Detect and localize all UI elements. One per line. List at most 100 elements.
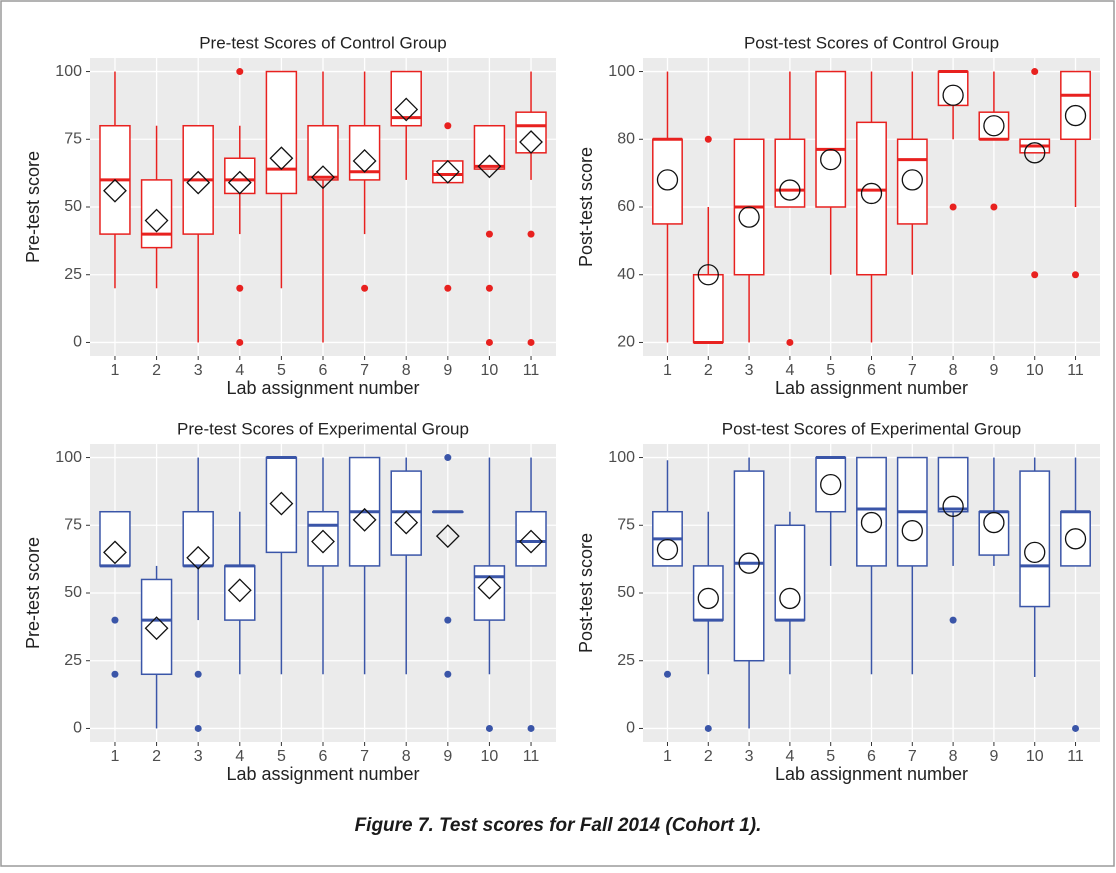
box [856, 121, 887, 276]
outlier [527, 724, 535, 732]
mean-marker [477, 154, 502, 179]
x-axis-label: Lab assignment number [775, 764, 968, 784]
x-tick-label: 1 [663, 748, 672, 765]
x-tick-label: 11 [523, 362, 540, 379]
y-axis-label: Pre-test score [23, 151, 43, 263]
mean-marker [779, 587, 801, 610]
y-tick-label: 75 [617, 516, 635, 533]
x-tick-label: 1 [111, 362, 120, 379]
x-tick-label: 10 [481, 362, 499, 379]
outlier [444, 454, 452, 462]
x-tick-label: 3 [745, 748, 754, 765]
x-tick-label: 2 [152, 362, 161, 379]
mean-marker [186, 170, 211, 195]
x-tick-label: 6 [319, 748, 328, 765]
y-tick-label: 0 [626, 720, 635, 737]
mean-marker [103, 540, 127, 565]
mean-marker [779, 179, 801, 201]
mean-marker [519, 130, 543, 154]
x-tick-label: 4 [235, 362, 244, 379]
mean-marker [394, 97, 419, 122]
box [473, 124, 506, 170]
box [774, 138, 806, 208]
outlier [485, 338, 493, 346]
box [515, 111, 547, 154]
y-tick-label: 100 [608, 63, 635, 80]
y-tick-label: 100 [55, 63, 82, 80]
y-tick-label: 100 [55, 449, 82, 466]
outlier [663, 670, 671, 678]
y-tick-label: 60 [617, 198, 635, 215]
outlier [949, 616, 957, 624]
outlier [1072, 724, 1080, 732]
outlier [194, 724, 202, 732]
mean-marker [901, 169, 923, 191]
box [307, 124, 339, 181]
chart-title: Pre-test Scores of Experimental Group [177, 419, 469, 438]
mean-marker [227, 170, 252, 195]
mean-marker [519, 529, 543, 554]
y-tick-label: 50 [64, 584, 82, 601]
y-tick-label: 100 [608, 449, 635, 466]
x-tick-label: 10 [1026, 748, 1044, 765]
mean-marker [860, 511, 883, 534]
outlier [704, 135, 712, 143]
x-tick-label: 9 [443, 748, 452, 765]
box [265, 70, 298, 195]
caption: Figure 7. Test scores for Fall 2014 (Coh… [355, 815, 762, 836]
box [473, 565, 506, 621]
mean-marker [227, 578, 252, 603]
x-tick-label: 1 [111, 748, 120, 765]
box [1019, 470, 1051, 608]
x-axis-label: Lab assignment number [226, 764, 419, 784]
mean-marker [697, 264, 719, 286]
x-tick-label: 4 [785, 362, 794, 379]
outlier [236, 338, 244, 346]
mean-marker [144, 208, 169, 233]
mean-marker [311, 529, 335, 554]
box [140, 179, 173, 249]
y-tick-label: 20 [617, 334, 635, 351]
outlier [527, 230, 535, 238]
y-axis-label: Pre-test score [23, 537, 43, 649]
x-tick-label: 6 [867, 748, 876, 765]
mean-marker [435, 524, 460, 549]
outlier [444, 670, 452, 678]
x-tick-label: 11 [523, 748, 540, 765]
x-tick-label: 3 [194, 748, 203, 765]
x-tick-label: 6 [319, 362, 328, 379]
mean-marker [656, 539, 679, 561]
x-tick-label: 9 [443, 362, 452, 379]
outlier [444, 284, 452, 292]
mean-marker [1024, 541, 1046, 564]
y-tick-label: 50 [64, 198, 82, 215]
x-tick-label: 8 [402, 362, 411, 379]
x-tick-label: 9 [989, 748, 998, 765]
mean-marker [983, 115, 1005, 137]
x-tick-label: 6 [867, 362, 876, 379]
box [937, 70, 969, 107]
x-tick-label: 4 [235, 748, 244, 765]
x-tick-label: 11 [1067, 748, 1084, 765]
outlier [1072, 271, 1080, 279]
mean-marker [352, 507, 377, 532]
x-tick-label: 2 [152, 748, 161, 765]
chart-title: Pre-test Scores of Control Group [199, 33, 447, 52]
mean-marker [394, 510, 419, 535]
outlier [485, 724, 493, 732]
box [692, 565, 724, 621]
box [224, 565, 256, 621]
y-tick-label: 25 [64, 652, 82, 669]
mean-marker [738, 206, 760, 228]
y-tick-label: 75 [64, 130, 82, 147]
y-tick-label: 50 [617, 584, 635, 601]
chart-title: Post-test Scores of Control Group [744, 33, 999, 52]
x-tick-label: 5 [277, 362, 286, 379]
x-tick-label: 2 [704, 362, 713, 379]
box [978, 510, 1010, 556]
x-axis-label: Lab assignment number [775, 378, 968, 398]
outlier [111, 616, 119, 624]
mean-marker [901, 520, 923, 542]
